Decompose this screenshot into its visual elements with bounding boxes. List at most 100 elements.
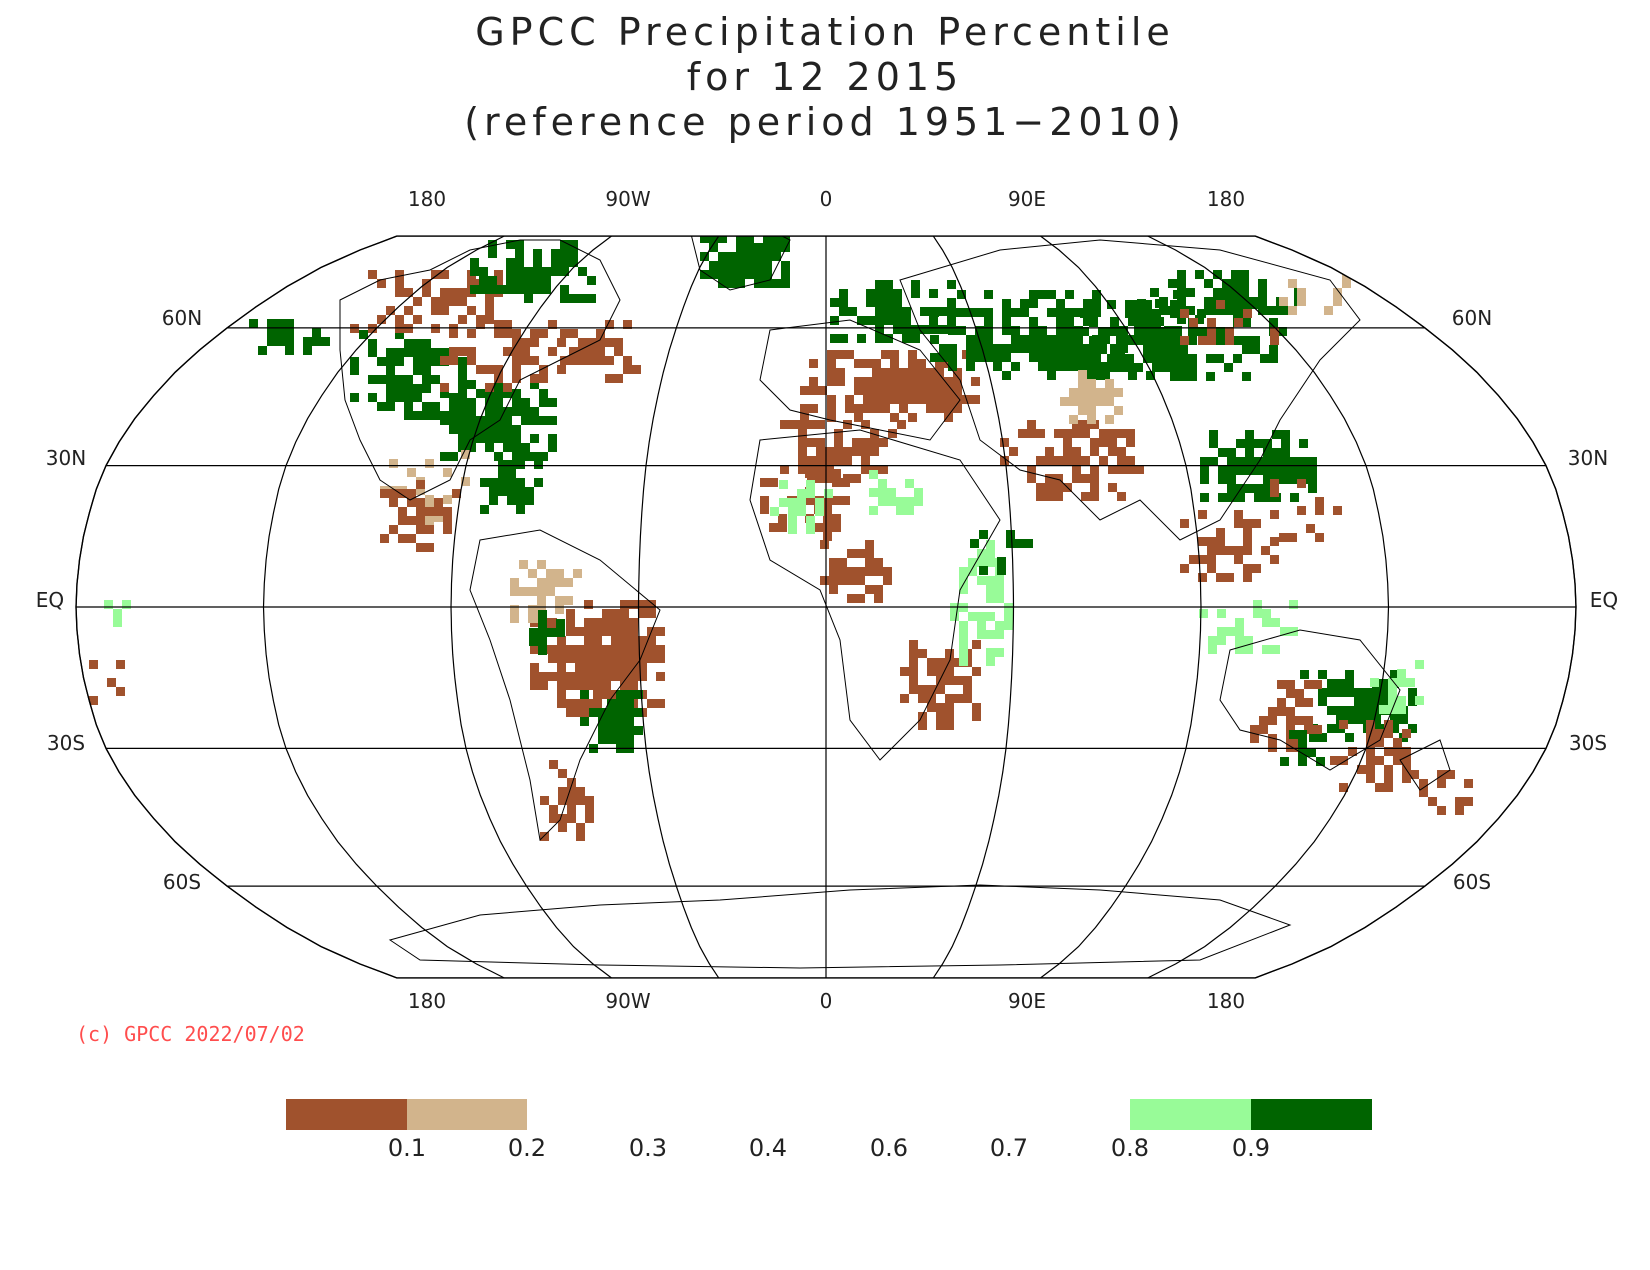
colorbar-swatch-below-0-1: [286, 1099, 407, 1130]
percentile-cell: [312, 337, 321, 346]
percentile-cell: [854, 404, 863, 413]
percentile-cell: [1108, 483, 1117, 492]
percentile-cell: [870, 429, 879, 438]
percentile-cell: [1308, 457, 1317, 466]
percentile-cell: [267, 337, 276, 346]
percentile-cell: [1290, 457, 1299, 466]
percentile-cell: [1263, 466, 1272, 475]
percentile-cell: [908, 368, 917, 377]
percentile-cell: [847, 576, 856, 585]
percentile-cell: [1249, 297, 1258, 306]
percentile-cell: [576, 796, 585, 805]
percentile-cell: [936, 658, 945, 667]
percentile-cell: [503, 383, 512, 392]
percentile-cell: [1233, 354, 1242, 363]
percentile-cell: [718, 270, 727, 279]
percentile-cell: [416, 507, 425, 516]
percentile-cell: [656, 645, 665, 654]
percentile-cell: [596, 347, 605, 356]
percentile-cell: [267, 319, 276, 328]
percentile-cell: [530, 329, 539, 338]
percentile-cell: [754, 261, 763, 270]
percentile-cell: [1227, 466, 1236, 475]
percentile-cell: [512, 452, 521, 461]
percentile-cell: [422, 366, 431, 375]
percentile-cell: [1072, 447, 1081, 456]
percentile-cell: [1108, 447, 1117, 456]
percentile-cell: [814, 523, 823, 532]
percentile-cell: [939, 344, 948, 353]
percentile-cell: [1004, 621, 1013, 630]
percentile-cell: [629, 645, 638, 654]
percentile-cell: [809, 359, 818, 368]
percentile-cell: [944, 413, 953, 422]
percentile-cell: [440, 411, 449, 420]
percentile-cell: [519, 560, 528, 569]
percentile-cell: [843, 456, 852, 465]
percentile-cell: [736, 236, 745, 243]
percentile-cell: [972, 712, 981, 721]
percentile-cell: [1299, 466, 1308, 475]
percentile-cell: [798, 465, 807, 474]
percentile-cell: [530, 338, 539, 347]
percentile-cell: [1272, 466, 1281, 475]
percentile-cell: [1170, 327, 1179, 336]
percentile-cell: [1036, 456, 1045, 465]
percentile-cell: [510, 605, 519, 614]
percentile-cell: [947, 316, 956, 325]
percentile-cell: [1200, 466, 1209, 475]
percentile-cell: [620, 600, 629, 609]
percentile-cell: [395, 357, 404, 366]
percentile-cell: [1083, 299, 1092, 308]
percentile-cell: [530, 416, 539, 425]
percentile-cell: [1268, 716, 1277, 725]
percentile-cell: [881, 395, 890, 404]
percentile-cell: [1170, 300, 1179, 309]
percentile-cell: [1207, 564, 1216, 573]
percentile-cell: [1231, 279, 1240, 288]
percentile-cell: [770, 507, 779, 516]
percentile-cell: [494, 452, 503, 461]
percentile-cell: [1415, 696, 1424, 705]
percentile-cell: [1333, 297, 1342, 306]
percentile-cell: [470, 267, 479, 276]
percentile-cell: [555, 569, 564, 578]
percentile-cell: [1020, 344, 1029, 353]
percentile-cell: [647, 645, 656, 654]
percentile-cell: [395, 315, 404, 324]
percentile-cell: [525, 487, 534, 496]
percentile-cell: [1089, 300, 1098, 309]
percentile-cell: [416, 516, 425, 525]
percentile-cell: [425, 513, 434, 522]
percentile-cell: [569, 249, 578, 258]
percentile-cell: [1263, 484, 1272, 493]
percentile-cell: [539, 365, 548, 374]
percentile-cell: [914, 488, 923, 497]
percentile-cell: [1402, 774, 1411, 783]
percentile-cell: [533, 267, 542, 276]
percentile-cell: [558, 787, 567, 796]
percentile-cell: [458, 443, 467, 452]
percentile-cell: [580, 717, 589, 726]
percentile-cell: [874, 567, 883, 576]
percentile-cell: [1081, 456, 1090, 465]
percentile-cell: [494, 320, 503, 329]
percentile-cell: [914, 497, 923, 506]
percentile-cell: [389, 459, 398, 468]
percentile-cell: [863, 386, 872, 395]
percentile-cell: [1134, 363, 1143, 372]
percentile-cell: [779, 480, 788, 489]
percentile-cell: [797, 507, 806, 516]
percentile-cell: [1242, 345, 1251, 354]
percentile-cell: [1280, 627, 1289, 636]
percentile-cell: [377, 279, 386, 288]
percentile-cell: [1029, 353, 1038, 362]
percentile-cell: [564, 596, 573, 605]
percentile-cell: [1333, 506, 1342, 515]
percentile-cell: [760, 478, 769, 487]
percentile-cell: [1060, 397, 1069, 406]
percentile-cell: [861, 438, 870, 447]
coastline: [759, 319, 961, 441]
percentile-cell: [476, 389, 485, 398]
percentile-cell: [945, 667, 954, 676]
